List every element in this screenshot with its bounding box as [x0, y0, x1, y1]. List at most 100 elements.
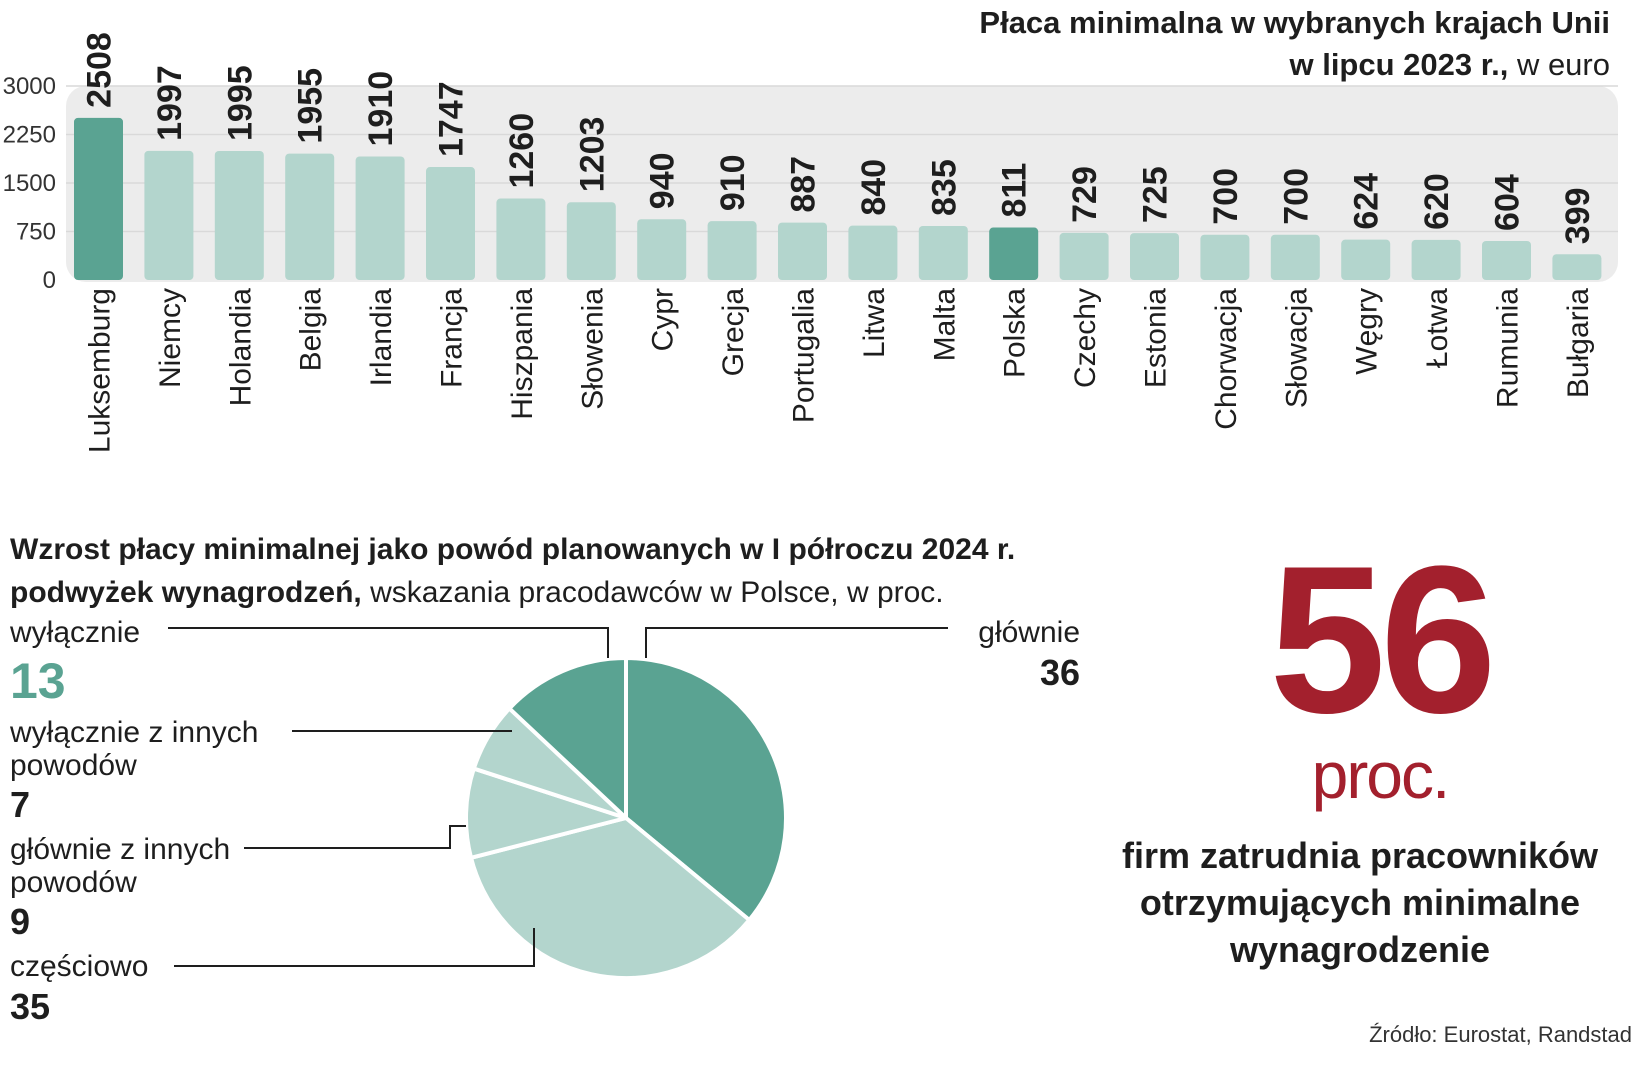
bar-category-label: Irlandia: [365, 288, 398, 387]
bar-title-line2-bold: w lipcu 2023 r.,: [1289, 47, 1509, 82]
bar-value-label: 835: [925, 159, 963, 216]
bar-category-label: Grecja: [717, 288, 750, 377]
bar: [496, 198, 546, 280]
bar-value-label: 725: [1137, 166, 1175, 223]
pie-value-glownie-z-innych: 9: [10, 901, 31, 942]
bar: [778, 222, 827, 280]
pie-value-glownie: 36: [1039, 652, 1080, 693]
bar-value-label: 940: [644, 152, 682, 209]
big-stat-number: 56: [1269, 522, 1497, 757]
bar-category-label: Estonia: [1140, 288, 1173, 388]
bar: [144, 150, 194, 280]
leader-line-glownie-z-innych: [244, 825, 466, 849]
bar-category-label: Francja: [436, 288, 469, 388]
bar-value-label: 604: [1489, 174, 1527, 231]
bar-value-label: 700: [1277, 168, 1315, 225]
bar-category-label: Portugalia: [788, 288, 821, 423]
bar-category-label: Belgia: [295, 288, 328, 372]
y-tick-label: 750: [16, 219, 56, 246]
bar-category-label: Czechy: [1069, 288, 1102, 388]
bar-value-label: 2508: [81, 32, 119, 108]
pie-label-glownie-z-innych: głównie z innych powodów: [10, 833, 231, 899]
bar-category-label: Hiszpania: [506, 288, 539, 420]
bar-chart-bars: [74, 117, 1602, 280]
bar: [989, 227, 1039, 280]
y-tick-label: 2250: [3, 122, 56, 149]
bar: [1200, 234, 1250, 280]
pie-label-wylacznie: wyłącznie: [10, 616, 141, 649]
bar-value-label: 1955: [292, 68, 330, 144]
bar-category-label: Holandia: [224, 288, 257, 407]
pie-value-czesciowo: 35: [10, 986, 51, 1027]
bar-value-label: 811: [996, 163, 1034, 218]
y-tick-label: 1500: [3, 170, 56, 197]
bar-value-label: 1995: [221, 65, 259, 141]
bar: [1482, 240, 1531, 280]
pie-chart: [168, 627, 948, 980]
bar: [1270, 234, 1320, 280]
pie-slice: [507, 656, 628, 820]
bar-category-label: Bułgaria: [1562, 288, 1595, 398]
bar: [285, 153, 335, 280]
bar-value-label: 910: [714, 154, 752, 211]
bar-chart-title: Płaca minimalna w wybranych krajach Unii…: [810, 2, 1610, 86]
bar-category-label: Polska: [999, 288, 1032, 378]
bar-category-label: Łotwa: [1421, 288, 1454, 368]
bar-value-label: 624: [1348, 173, 1386, 230]
bar: [848, 225, 898, 280]
bar-category-label: Litwa: [858, 288, 891, 358]
bar-chart-value-labels: 2508 1997 1995 1955 1910 1747 1260 1203 940 910 88…: [81, 32, 1597, 244]
pie-title-rest: wskazania pracodawców w Polsce, w proc.: [361, 576, 944, 609]
pie-value-wylacznie-z-innych: 7: [10, 784, 31, 825]
bar-category-label: Rumunia: [1492, 288, 1525, 408]
y-tick-label: 0: [43, 267, 56, 294]
bar: [1411, 239, 1461, 280]
pie-chart-slices: [464, 656, 788, 980]
pie-chart-title: Wzrost płacy minimalnej jako powód plano…: [10, 528, 1090, 614]
bar-value-label: 399: [1559, 187, 1597, 244]
big-stat-unit: proc.: [1311, 738, 1451, 812]
bar: [1059, 232, 1109, 280]
bar-value-label: 1910: [362, 71, 400, 147]
pie-title-bold: Wzrost płacy minimalnej jako powód plano…: [10, 533, 1016, 609]
bar-category-label: Luksemburg: [84, 288, 117, 453]
bar-chart-y-axis: 0 750 1500 2250 3000: [3, 73, 56, 294]
bar: [355, 156, 405, 280]
pie-slice: [469, 816, 752, 980]
bar-value-label: 1747: [433, 81, 471, 157]
big-stat-description: firm zatrudnia pracowników otrzymujących…: [1121, 835, 1599, 970]
bar: [1341, 239, 1391, 280]
bar-category-label: Słowacja: [1280, 288, 1313, 408]
bar: [1130, 233, 1179, 280]
bar: [74, 117, 123, 280]
leader-line-wylacznie: [168, 627, 609, 658]
bar: [566, 202, 616, 280]
bar-value-label: 1260: [503, 113, 541, 189]
y-tick-label: 3000: [3, 73, 56, 100]
bar-value-label: 840: [855, 159, 893, 216]
bar: [214, 150, 264, 280]
bar-value-label: 1997: [151, 65, 189, 141]
bar-value-label: 1203: [573, 117, 611, 193]
pie-label-glownie: głównie: [978, 616, 1080, 649]
leader-line-czesciowo: [174, 928, 535, 967]
bar-title-line2-rest: w euro: [1508, 47, 1610, 82]
bar: [918, 226, 968, 280]
bar-title-line1: Płaca minimalna w wybranych krajach Unii: [979, 5, 1610, 40]
bar-value-label: 700: [1207, 168, 1245, 225]
bar-value-label: 729: [1066, 166, 1104, 223]
bar-category-label: Niemcy: [154, 288, 187, 388]
bar-category-label: Malta: [928, 288, 961, 362]
leader-line-glownie: [645, 627, 948, 658]
bar-category-label: Chorwacja: [1210, 288, 1243, 430]
bar-value-label: 620: [1418, 173, 1456, 230]
pie-label-wylacznie-z-innych: wyłącznie z innych powodów: [10, 716, 259, 782]
bar: [1552, 254, 1602, 280]
bar-chart-category-labels: Luksemburg Niemcy Holandia Belgia Irlandia Fr…: [84, 288, 1595, 453]
pie-leader-lines: [168, 627, 948, 967]
bar-category-label: Węgry: [1351, 288, 1384, 375]
pie-label-czesciowo: częściowo: [10, 950, 149, 983]
bar-value-label: 887: [785, 156, 823, 213]
bar-category-label: Słowenia: [576, 288, 609, 410]
bar: [707, 221, 757, 280]
